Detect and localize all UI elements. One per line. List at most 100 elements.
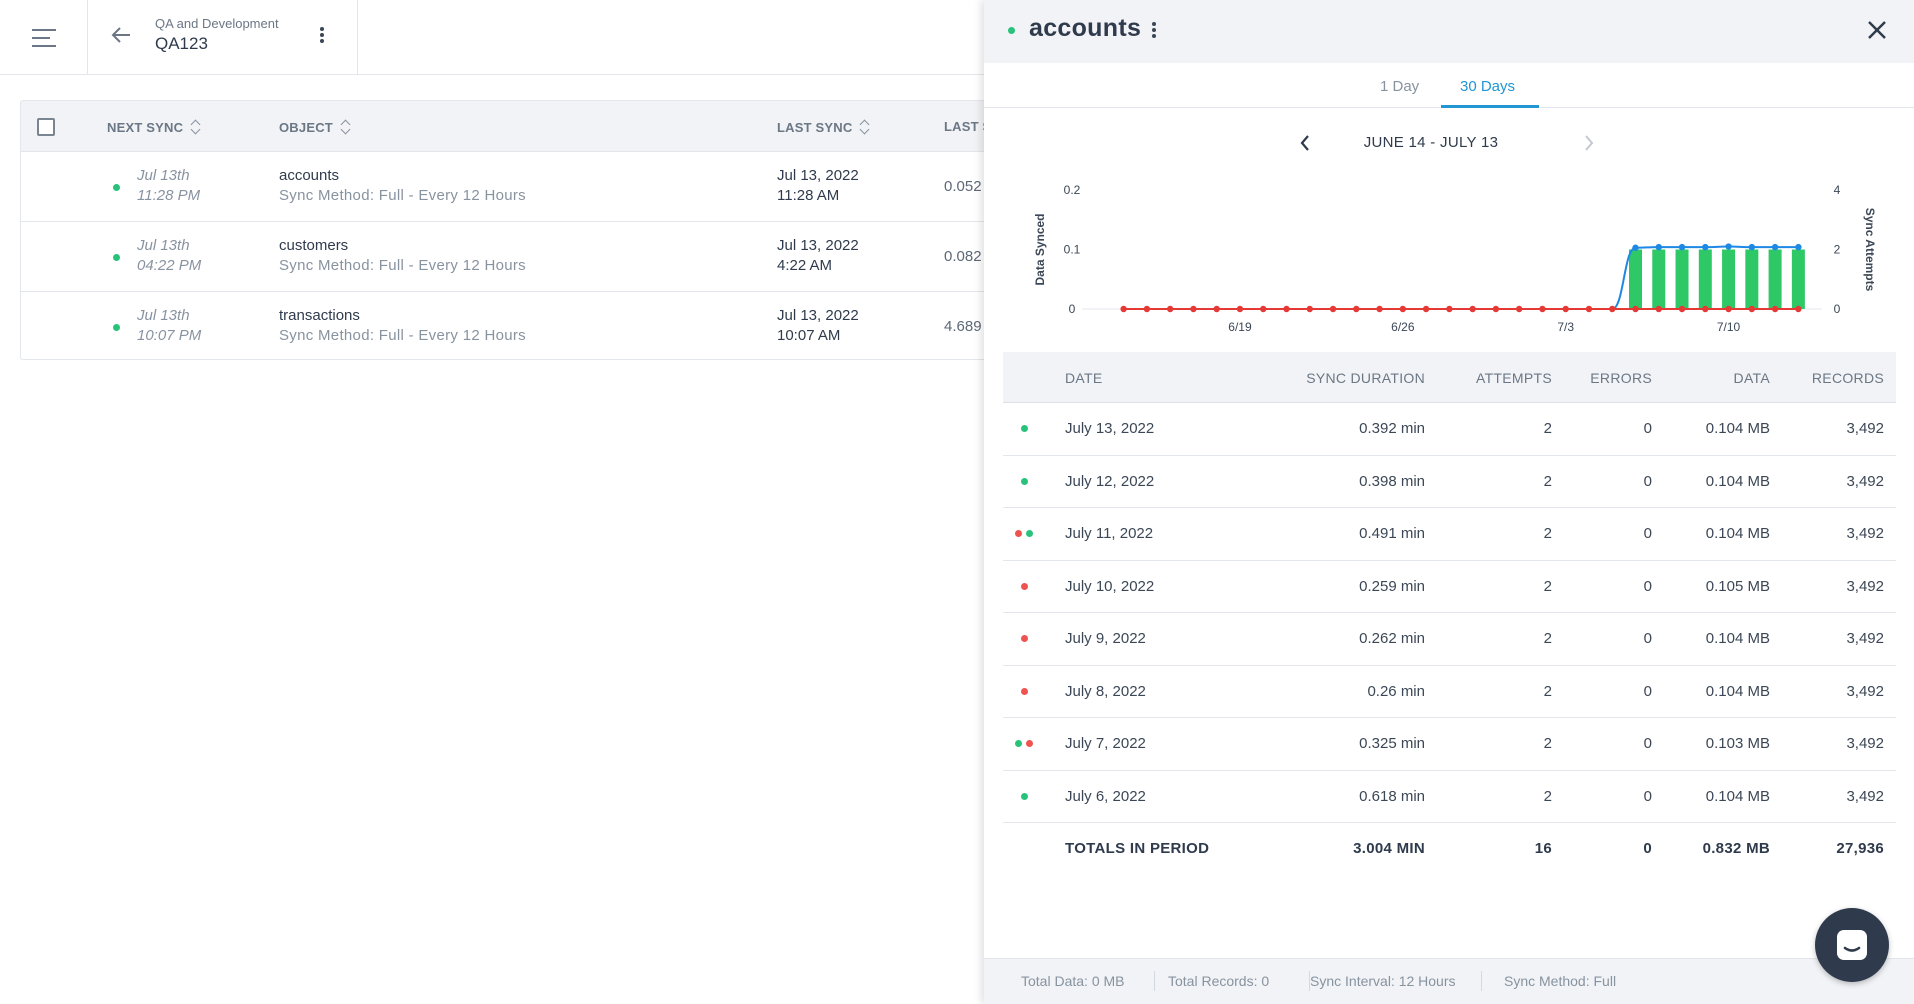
object-cell: transactions Sync Method: Full - Every 12… [279,306,526,346]
table-row[interactable]: July 8, 2022 0.26 min 2 0 0.104 MB 3,492 [1003,666,1896,718]
chart-point [1748,305,1756,313]
total-data: 0.832 MB [1702,840,1770,857]
chart-bar [1791,249,1805,309]
chevron-right-icon [1585,135,1594,151]
next-range-button[interactable] [1578,130,1600,156]
chevron-left-icon [1300,135,1309,151]
sort-icon [341,119,351,135]
breadcrumb: QA and Development QA123 [155,16,279,54]
chart-point [1702,243,1709,251]
panel-menu-button[interactable] [1144,16,1164,44]
last-sync: Jul 13, 2022 4:22 AM [777,237,859,274]
select-all-checkbox[interactable] [37,118,55,136]
next-sync: Jul 13th 04:22 PM [137,237,202,274]
chart-bar [1629,249,1642,309]
column-label: OBJECT [279,119,333,135]
column-header-next-sync[interactable]: NEXT SYNC [107,119,201,135]
date-cell: July 9, 2022 [1065,630,1146,647]
back-button[interactable] [106,20,136,50]
status-dot [1026,530,1033,537]
table-row[interactable]: Jul 13th 10:07 PM transactions Sync Method… [21,292,1019,359]
chat-icon [1837,930,1867,960]
chat-launcher-button[interactable] [1815,908,1889,982]
hamburger-menu-button[interactable] [0,0,88,75]
column-header-last-size[interactable]: LAST S [944,119,991,134]
sort-icon [860,119,870,135]
objects-table: NEXT SYNC OBJECT LAST SYNC LAST S Jul 13… [20,100,1020,360]
attempts-cell: 2 [1543,577,1552,595]
table-row[interactable]: Jul 13th 11:28 PM accounts Sync Method: Fu… [21,152,1019,222]
chart-point [1469,305,1476,313]
status-dot [113,324,120,331]
sync-method: Sync Method: Full - Every 12 Hours [279,257,526,274]
chart-bar [1675,249,1689,309]
errors-cell: 0 [1643,630,1652,647]
column-header-attempts: ATTEMPTS [1475,370,1552,386]
next-sync: Jul 13th 10:07 PM [137,307,202,344]
sync-interval: Sync Interval: 12 Hours [1310,973,1456,989]
chart-point [1562,305,1569,313]
chart-point [1190,305,1197,313]
table-row[interactable]: July 13, 2022 0.392 min 2 0 0.104 MB 3,492 [1003,403,1896,456]
close-panel-button[interactable] [1862,15,1892,45]
table-row[interactable]: July 10, 2022 0.259 min 2 0 0.105 MB 3,492 [1003,561,1896,613]
y2-axis-label: Sync Attempts [1863,208,1877,292]
previous-range-button[interactable] [1294,130,1316,156]
panel-footer: Total Data: 0 MB Total Records: 0 Sync I… [984,958,1914,1004]
attempts-cell: 2 [1543,472,1552,490]
chart-point [1166,305,1174,313]
last-size: 0.052 [944,178,982,195]
x-tick-label: 7/10 [1717,320,1741,334]
divider [1481,971,1482,991]
kebab-icon [320,27,324,43]
sync-duration-cell: 0.262 min [1359,630,1425,647]
column-label: LAST SYNC [777,119,853,135]
attempts-cell: 2 [1543,630,1552,647]
last-size: 0.082 [944,248,982,265]
chart-point [1678,243,1686,251]
x-tick-label: 7/3 [1557,320,1574,334]
table-row[interactable]: July 6, 2022 0.618 min 2 0 0.104 MB 3,492 [1003,771,1896,823]
date-cell: July 12, 2022 [1065,472,1155,490]
column-header-object[interactable]: OBJECT [279,119,351,135]
object-name[interactable]: accounts [279,167,340,184]
date-cell: July 7, 2022 [1065,735,1146,752]
status-dot [1021,635,1028,642]
table-row[interactable]: July 11, 2022 0.491 min 2 0 0.104 MB 3,492 [1003,508,1896,561]
table-row[interactable]: Jul 13th 04:22 PM customers Sync Method: F… [21,222,1019,292]
y-tick-label: 0 [1069,302,1076,316]
arrow-left-icon [111,27,130,43]
chart-bar [1768,249,1782,309]
column-header-data: DATA [1733,370,1770,386]
records-cell: 3,492 [1846,630,1884,647]
column-header-records: RECORDS [1811,370,1884,386]
tab-30-days[interactable]: 30 Days [1460,78,1516,95]
records-cell: 3,492 [1846,787,1884,805]
panel-header: accounts [984,0,1914,63]
column-header-last-sync[interactable]: LAST SYNC [777,119,870,135]
date-cell: July 8, 2022 [1065,682,1146,700]
chart-point [1771,305,1779,313]
table-row[interactable]: July 9, 2022 0.262 min 2 0 0.104 MB 3,492 [1003,613,1896,666]
object-name[interactable]: transactions [279,307,360,324]
chart-bar [1745,249,1759,309]
x-tick-label: 6/26 [1391,320,1415,334]
y2-tick-label: 2 [1834,243,1841,257]
records-cell: 3,492 [1846,525,1884,542]
chart-point [1213,305,1220,313]
date-cell: July 6, 2022 [1065,787,1146,805]
errors-cell: 0 [1643,525,1652,542]
column-header-sync-duration: SYNC DURATION [1306,370,1425,386]
chart-point [1655,243,1662,251]
sync-duration-cell: 0.259 min [1359,577,1425,595]
tab-1-day[interactable]: 1 Day [1380,78,1420,95]
data-cell: 0.104 MB [1705,525,1770,542]
object-name[interactable]: customers [279,237,349,254]
chart-series-line [1123,245,1799,310]
attempts-cell: 2 [1543,735,1552,752]
errors-cell: 0 [1643,472,1652,490]
project-menu-button[interactable] [312,20,332,50]
table-row[interactable]: July 7, 2022 0.325 min 2 0 0.103 MB 3,492 [1003,718,1896,771]
table-row[interactable]: July 12, 2022 0.398 min 2 0 0.104 MB 3,492 [1003,456,1896,508]
last-sync: Jul 13, 2022 11:28 AM [777,167,859,204]
